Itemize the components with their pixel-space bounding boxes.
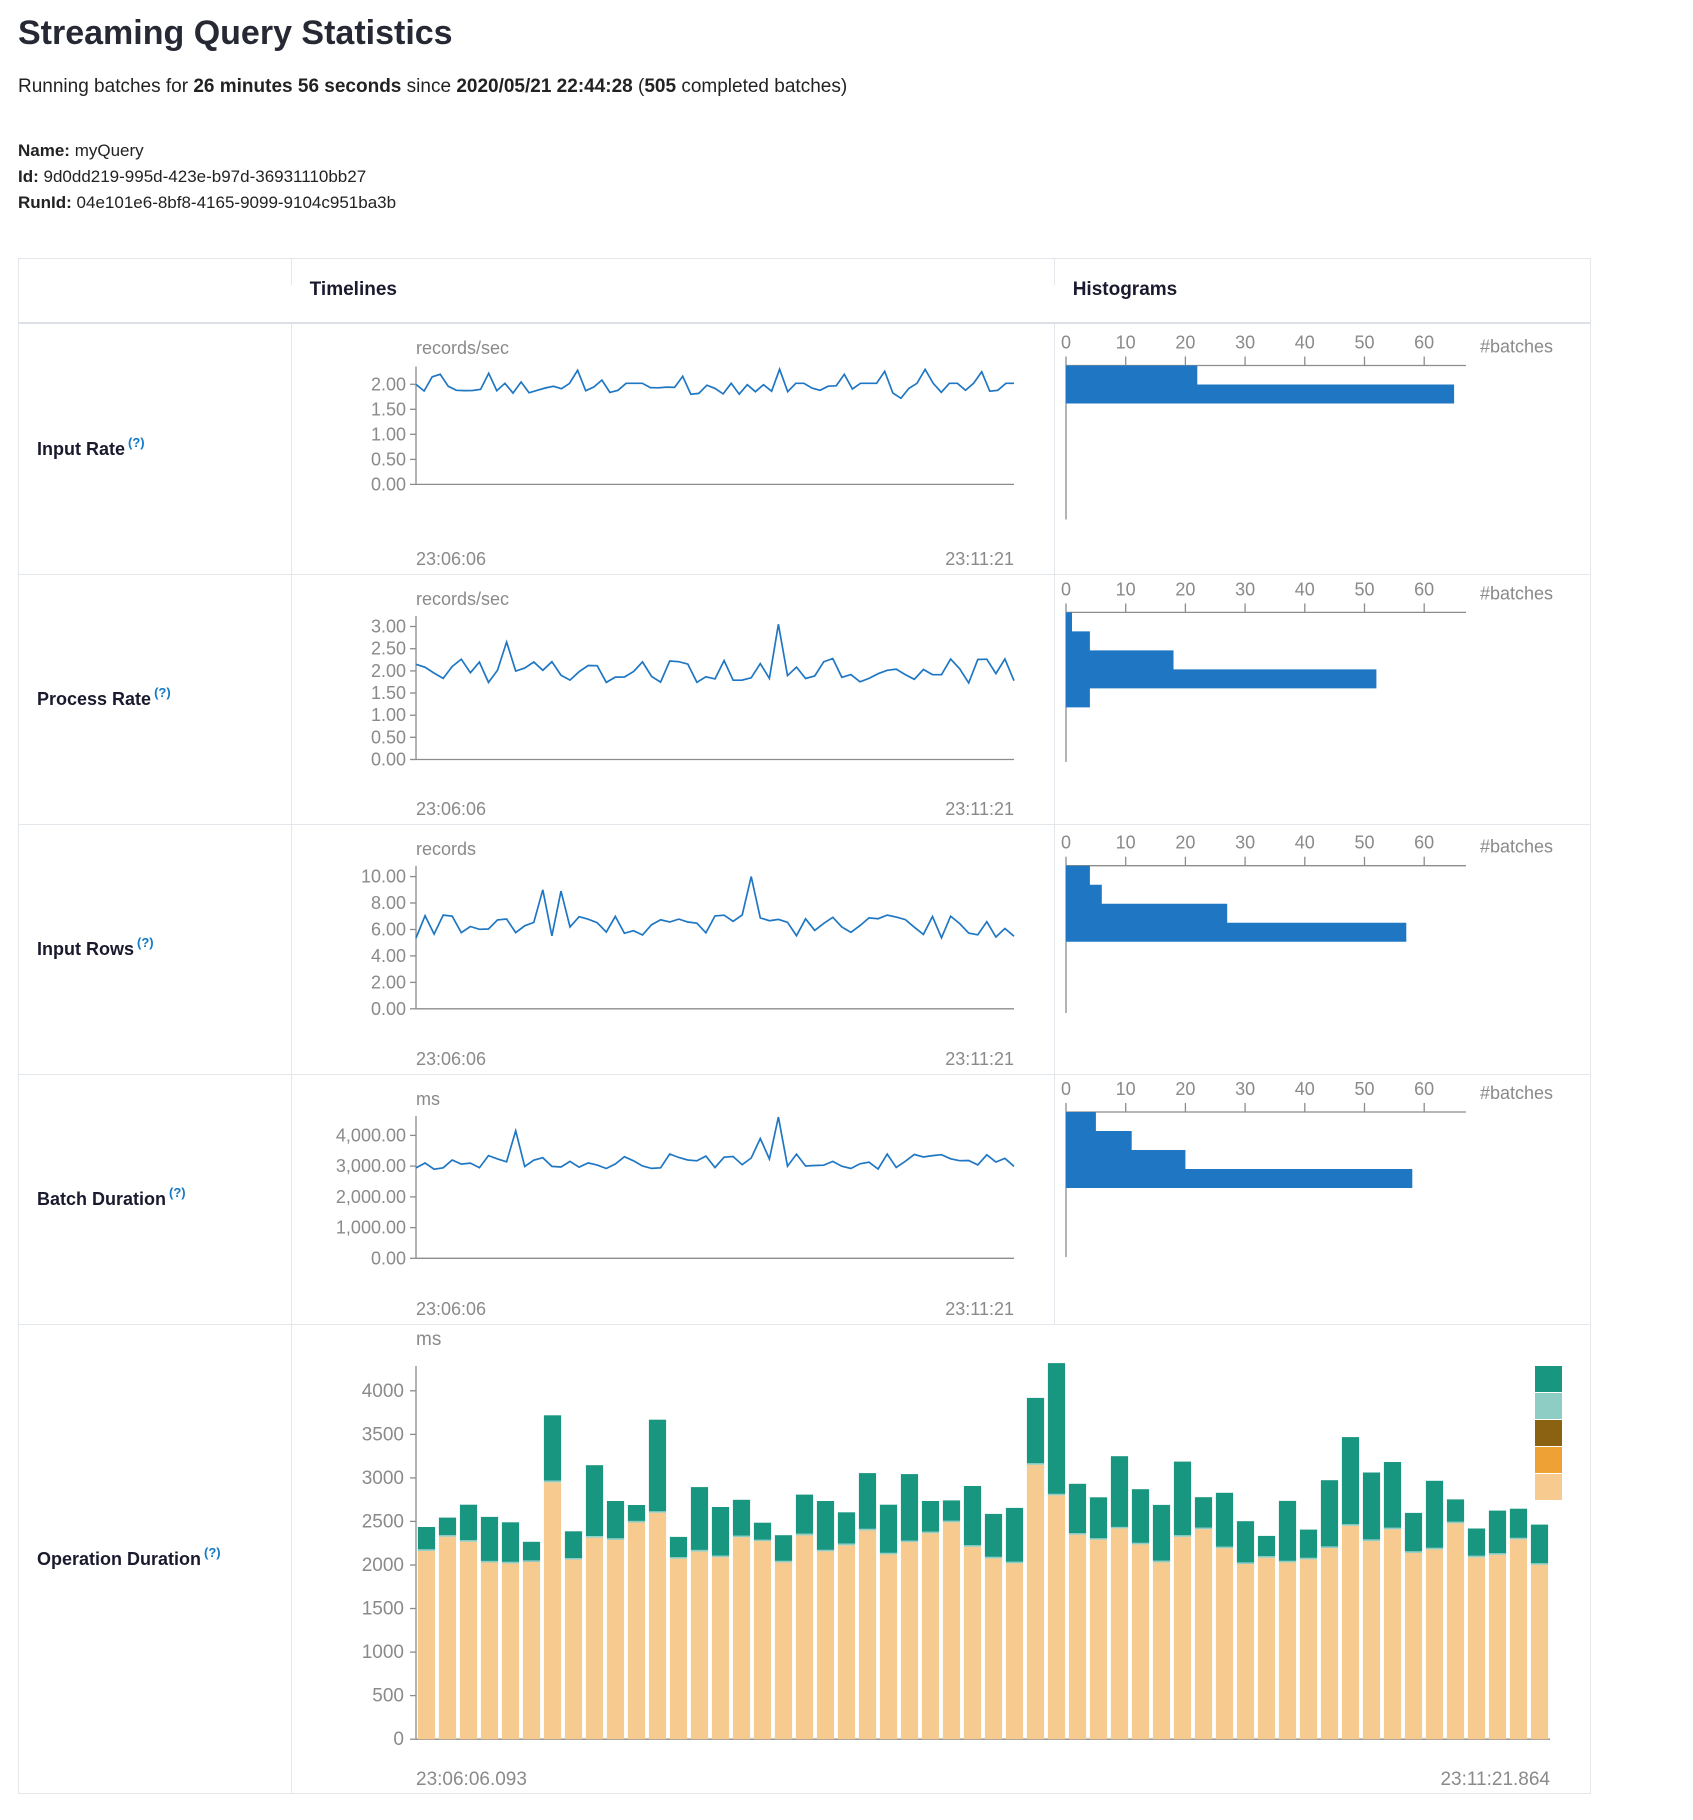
svg-text:2.00: 2.00 — [371, 374, 406, 394]
svg-text:40: 40 — [1294, 833, 1314, 853]
svg-text:0.00: 0.00 — [371, 999, 406, 1019]
svg-text:3500: 3500 — [361, 1424, 403, 1445]
svg-text:2000: 2000 — [361, 1555, 403, 1576]
svg-text:40: 40 — [1294, 1079, 1314, 1099]
svg-text:20: 20 — [1175, 333, 1195, 353]
svg-text:23:11:21: 23:11:21 — [945, 1299, 1014, 1319]
svg-text:10: 10 — [1115, 333, 1135, 353]
svg-text:60: 60 — [1414, 833, 1434, 853]
svg-text:23:06:06.093: 23:06:06.093 — [416, 1769, 527, 1790]
svg-text:1.50: 1.50 — [371, 399, 406, 419]
svg-text:0.00: 0.00 — [371, 750, 406, 770]
svg-text:50: 50 — [1354, 333, 1374, 353]
svg-text:2500: 2500 — [361, 1511, 403, 1532]
svg-text:#batches: #batches — [1480, 837, 1553, 857]
svg-text:23:06:06: 23:06:06 — [416, 1049, 486, 1069]
svg-text:1.00: 1.00 — [371, 705, 406, 725]
svg-text:30: 30 — [1235, 579, 1255, 599]
svg-text:0.00: 0.00 — [371, 474, 406, 494]
svg-text:2,000.00: 2,000.00 — [336, 1187, 406, 1207]
svg-text:3000: 3000 — [361, 1468, 403, 1489]
svg-text:23:06:06: 23:06:06 — [416, 799, 486, 819]
svg-text:30: 30 — [1235, 1079, 1255, 1099]
svg-text:8.00: 8.00 — [371, 893, 406, 913]
svg-text:#batches: #batches — [1480, 337, 1553, 357]
svg-text:0: 0 — [1061, 833, 1071, 853]
svg-text:2.50: 2.50 — [371, 639, 406, 659]
svg-text:60: 60 — [1414, 333, 1434, 353]
svg-text:20: 20 — [1175, 1079, 1195, 1099]
svg-text:ms: ms — [416, 1089, 440, 1109]
svg-text:10: 10 — [1115, 1079, 1135, 1099]
svg-text:0.50: 0.50 — [371, 449, 406, 469]
svg-text:1.00: 1.00 — [371, 424, 406, 444]
svg-text:30: 30 — [1235, 833, 1255, 853]
svg-text:1000: 1000 — [361, 1642, 403, 1663]
svg-text:23:11:21: 23:11:21 — [945, 799, 1014, 819]
svg-text:20: 20 — [1175, 579, 1195, 599]
svg-text:60: 60 — [1414, 579, 1434, 599]
svg-text:1500: 1500 — [361, 1599, 403, 1620]
svg-text:50: 50 — [1354, 579, 1374, 599]
svg-text:50: 50 — [1354, 833, 1374, 853]
svg-text:23:11:21: 23:11:21 — [945, 549, 1014, 569]
svg-text:30: 30 — [1235, 333, 1255, 353]
svg-text:3.00: 3.00 — [371, 617, 406, 637]
svg-text:6.00: 6.00 — [371, 920, 406, 940]
svg-text:40: 40 — [1294, 333, 1314, 353]
svg-text:2.00: 2.00 — [371, 661, 406, 681]
svg-text:20: 20 — [1175, 833, 1195, 853]
svg-text:10: 10 — [1115, 833, 1135, 853]
svg-text:60: 60 — [1414, 1079, 1434, 1099]
svg-text:10.00: 10.00 — [361, 867, 406, 887]
svg-text:0: 0 — [393, 1729, 404, 1750]
svg-text:4000: 4000 — [361, 1381, 403, 1402]
svg-text:0.50: 0.50 — [371, 727, 406, 747]
svg-text:records/sec: records/sec — [416, 338, 509, 358]
svg-text:0.00: 0.00 — [371, 1248, 406, 1268]
svg-text:records/sec: records/sec — [416, 589, 509, 609]
svg-text:0: 0 — [1061, 1079, 1071, 1099]
svg-text:4,000.00: 4,000.00 — [336, 1125, 406, 1145]
svg-text:ms: ms — [416, 1329, 441, 1350]
svg-text:1,000.00: 1,000.00 — [336, 1218, 406, 1238]
svg-text:500: 500 — [372, 1686, 404, 1707]
svg-text:1.50: 1.50 — [371, 683, 406, 703]
svg-text:10: 10 — [1115, 579, 1135, 599]
svg-text:23:06:06: 23:06:06 — [416, 1299, 486, 1319]
svg-text:40: 40 — [1294, 579, 1314, 599]
svg-text:50: 50 — [1354, 1079, 1374, 1099]
svg-text:23:06:06: 23:06:06 — [416, 549, 486, 569]
svg-text:records: records — [416, 839, 476, 859]
svg-text:#batches: #batches — [1480, 583, 1553, 603]
svg-text:#batches: #batches — [1480, 1083, 1553, 1103]
svg-text:0: 0 — [1061, 579, 1071, 599]
svg-text:2.00: 2.00 — [371, 972, 406, 992]
svg-text:4.00: 4.00 — [371, 946, 406, 966]
svg-text:23:11:21: 23:11:21 — [945, 1049, 1014, 1069]
svg-text:23:11:21.864: 23:11:21.864 — [1440, 1769, 1550, 1790]
svg-text:0: 0 — [1061, 333, 1071, 353]
svg-text:3,000.00: 3,000.00 — [336, 1156, 406, 1176]
